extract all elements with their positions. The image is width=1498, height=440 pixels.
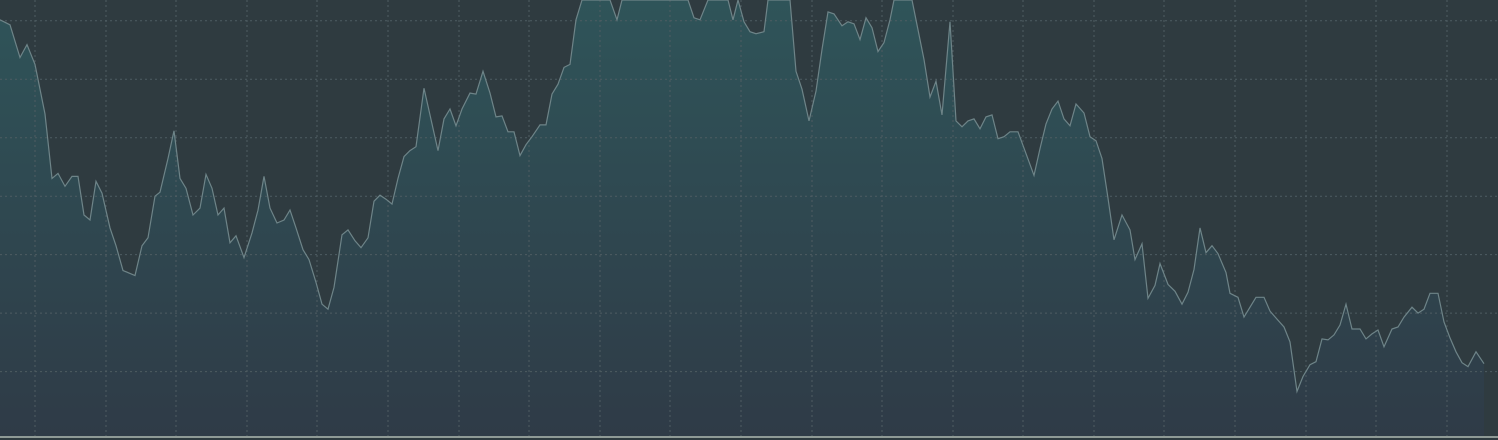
- area-line: [0, 0, 1485, 394]
